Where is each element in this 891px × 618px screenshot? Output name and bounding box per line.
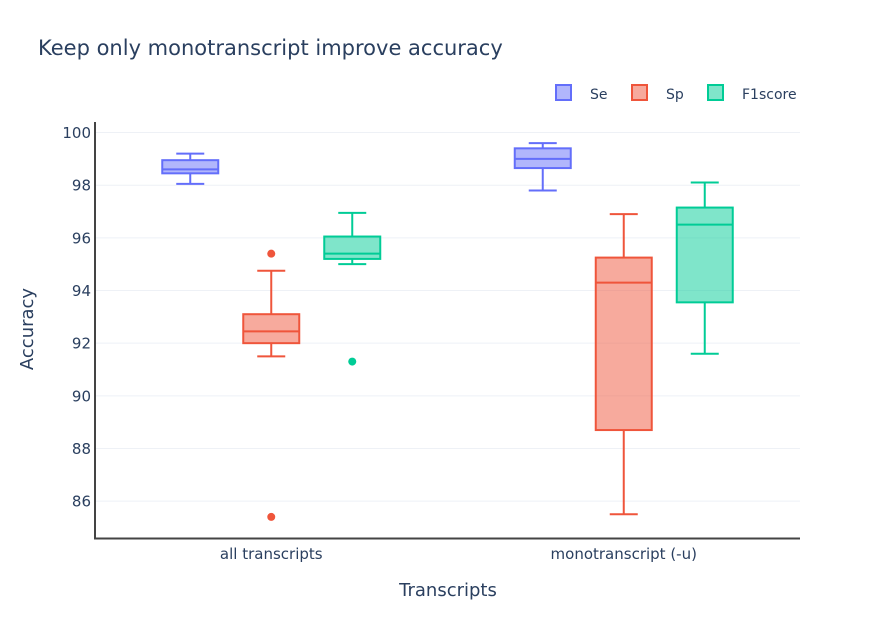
x-axis-title: Transcripts bbox=[398, 580, 497, 601]
legend-label: Sp bbox=[666, 87, 684, 103]
box-plot-series bbox=[161, 142, 734, 521]
y-tick-label: 92 bbox=[72, 335, 91, 353]
outlier-point[interactable] bbox=[267, 512, 276, 521]
y-tick-label: 98 bbox=[72, 177, 91, 195]
y-tick-label: 100 bbox=[62, 124, 91, 142]
box-sp[interactable] bbox=[242, 249, 301, 521]
y-tick-label: 90 bbox=[72, 387, 91, 405]
box-iqr bbox=[323, 235, 382, 260]
y-tick-label: 88 bbox=[72, 440, 91, 458]
box-f1score[interactable] bbox=[675, 181, 734, 355]
legend-swatch bbox=[707, 84, 724, 101]
gridlines bbox=[95, 132, 800, 502]
y-tick-label: 94 bbox=[72, 282, 91, 300]
legend-swatch bbox=[631, 84, 648, 101]
y-tick-label: 86 bbox=[72, 493, 91, 511]
legend-item-sp[interactable]: Sp bbox=[631, 84, 684, 103]
x-tick-labels: all transcripts monotranscript (-u) bbox=[220, 545, 697, 563]
legend-label: F1score bbox=[742, 87, 797, 103]
legend[interactable]: Se Sp F1score bbox=[555, 84, 797, 103]
y-axis-title: Accuracy bbox=[17, 288, 38, 371]
box-iqr bbox=[242, 313, 301, 345]
box-iqr bbox=[675, 206, 734, 304]
box-f1score[interactable] bbox=[323, 211, 382, 366]
series-f1score[interactable] bbox=[323, 181, 734, 366]
y-tick-labels: 86 88 90 92 94 96 98 100 bbox=[62, 124, 91, 511]
legend-item-se[interactable]: Se bbox=[555, 84, 608, 103]
legend-label: Se bbox=[590, 87, 608, 103]
outlier-point[interactable] bbox=[267, 249, 276, 258]
chart-title: Keep only monotranscript improve accurac… bbox=[38, 36, 503, 60]
box-iqr bbox=[594, 256, 653, 432]
series-se[interactable] bbox=[161, 142, 572, 192]
axes bbox=[94, 122, 800, 540]
box-iqr bbox=[161, 159, 220, 175]
box-sp[interactable] bbox=[594, 213, 653, 516]
x-tick-label: all transcripts bbox=[220, 545, 323, 563]
legend-item-f1score[interactable]: F1score bbox=[707, 84, 797, 103]
legend-swatch bbox=[555, 84, 572, 101]
box-se[interactable] bbox=[513, 142, 572, 192]
outlier-point[interactable] bbox=[348, 357, 357, 366]
series-sp[interactable] bbox=[242, 213, 653, 521]
y-tick-label: 96 bbox=[72, 229, 91, 247]
box-se[interactable] bbox=[161, 152, 220, 185]
x-tick-label: monotranscript (-u) bbox=[551, 545, 697, 563]
